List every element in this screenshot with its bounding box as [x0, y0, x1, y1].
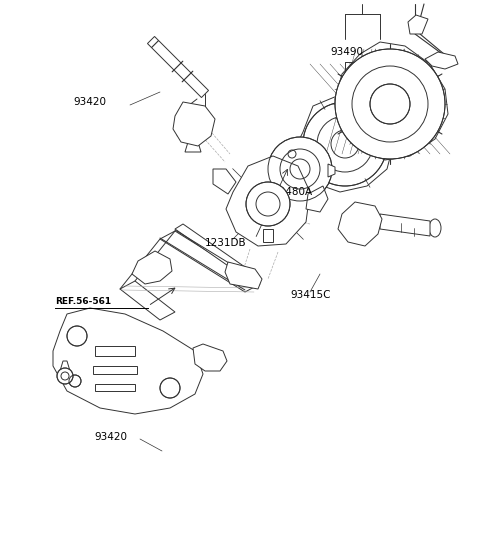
Text: 93420: 93420 — [94, 432, 127, 442]
Text: REF.56-561: REF.56-561 — [55, 297, 111, 306]
Circle shape — [160, 378, 180, 398]
Circle shape — [303, 102, 387, 186]
Polygon shape — [95, 346, 135, 356]
Polygon shape — [147, 36, 158, 48]
Polygon shape — [297, 96, 393, 192]
Polygon shape — [335, 42, 448, 160]
Text: 93420: 93420 — [73, 97, 106, 107]
Ellipse shape — [429, 219, 441, 237]
Polygon shape — [132, 251, 172, 284]
Polygon shape — [53, 308, 203, 414]
Polygon shape — [152, 41, 208, 98]
Polygon shape — [60, 361, 70, 371]
Circle shape — [246, 182, 290, 226]
Polygon shape — [225, 262, 262, 289]
Polygon shape — [193, 344, 227, 371]
Text: 93480A: 93480A — [272, 187, 312, 197]
Polygon shape — [93, 366, 137, 374]
Polygon shape — [213, 169, 236, 194]
Polygon shape — [328, 164, 335, 177]
Circle shape — [370, 84, 410, 124]
Polygon shape — [95, 384, 135, 391]
Polygon shape — [226, 156, 310, 246]
Polygon shape — [425, 52, 458, 69]
Circle shape — [57, 368, 73, 384]
Text: 93415C: 93415C — [290, 290, 331, 300]
Polygon shape — [160, 231, 260, 292]
Polygon shape — [338, 202, 382, 246]
Circle shape — [69, 375, 81, 387]
Text: 93490: 93490 — [330, 47, 363, 57]
Circle shape — [335, 49, 445, 159]
Polygon shape — [380, 214, 430, 236]
Circle shape — [288, 150, 296, 158]
Polygon shape — [346, 210, 374, 238]
Polygon shape — [120, 281, 175, 320]
Polygon shape — [173, 102, 215, 146]
Polygon shape — [408, 15, 428, 34]
Circle shape — [67, 326, 87, 346]
Polygon shape — [306, 186, 328, 212]
Polygon shape — [180, 110, 207, 138]
Polygon shape — [175, 224, 255, 279]
Polygon shape — [185, 142, 201, 152]
Polygon shape — [263, 229, 273, 242]
Text: 1231DB: 1231DB — [205, 238, 247, 248]
Circle shape — [268, 137, 332, 201]
